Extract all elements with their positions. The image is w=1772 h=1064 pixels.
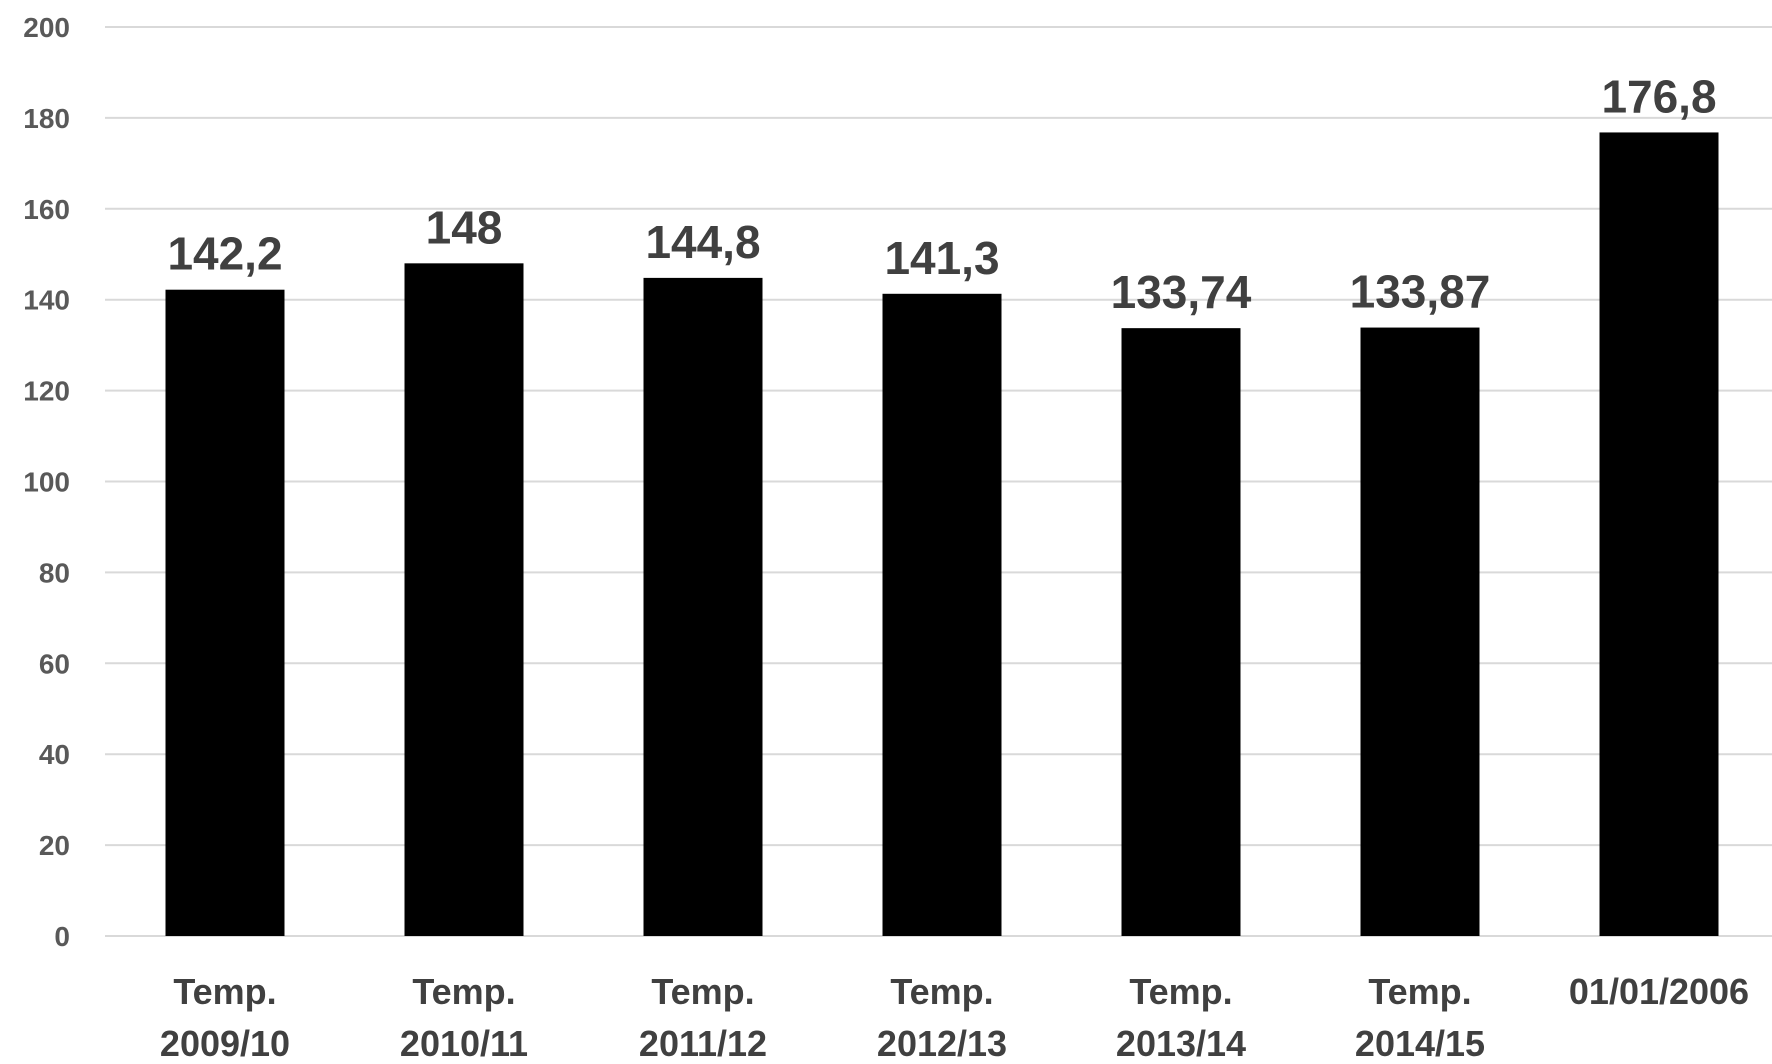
bar: [882, 293, 1002, 936]
bar: [1599, 132, 1719, 937]
y-tick-label: 180: [23, 103, 70, 134]
y-tick-label: 40: [39, 739, 70, 770]
y-tick-label: 20: [39, 830, 70, 861]
bar-data-label: 176,8: [1601, 70, 1716, 122]
x-category-label-line: Temp.: [890, 971, 993, 1012]
data-labels: 142,2 148 144,8 141,3 133,74 133,87 176,8: [167, 70, 1716, 318]
y-tick-label: 0: [54, 921, 70, 952]
x-category-label-line: 2011/12: [639, 1023, 767, 1064]
bar-data-label: 142,2: [167, 228, 282, 280]
x-category-label: Temp. 2011/12: [639, 971, 767, 1064]
bar-data-label: 141,3: [884, 232, 999, 284]
bar-data-label: 148: [426, 201, 503, 253]
bar: [404, 263, 524, 937]
y-tick-label: 60: [39, 648, 70, 679]
x-category-label: Temp. 2013/14: [1116, 971, 1246, 1064]
bar: [1121, 328, 1241, 936]
x-category-label-line: Temp.: [1368, 971, 1471, 1012]
x-category-label: 01/01/2006: [1569, 971, 1749, 1012]
x-category-label-line: Temp.: [651, 971, 754, 1012]
y-tick-label: 100: [23, 467, 70, 498]
bar-data-label: 144,8: [645, 216, 760, 268]
x-category-label: Temp. 2009/10: [160, 971, 290, 1064]
y-tick-label: 160: [23, 194, 70, 225]
x-category-label-line: 2009/10: [160, 1023, 290, 1064]
bar: [1360, 327, 1480, 936]
x-category-label-line: Temp.: [412, 971, 515, 1012]
bars: [165, 132, 1719, 937]
x-category-label-line: 2013/14: [1116, 1023, 1246, 1064]
x-category-label-line: 2010/11: [400, 1023, 528, 1064]
y-axis-tick-labels: 0 20 40 60 80 100 120 140 160 180 200: [23, 12, 70, 952]
x-category-label-line: Temp.: [1129, 971, 1232, 1012]
bar: [165, 289, 285, 936]
y-tick-label: 200: [23, 12, 70, 43]
x-category-label: Temp. 2010/11: [400, 971, 528, 1064]
x-category-label-line: Temp.: [173, 971, 276, 1012]
x-category-label-line: 2014/15: [1355, 1023, 1485, 1064]
bar-data-label: 133,87: [1350, 266, 1491, 318]
bar: [643, 277, 763, 936]
x-category-label: Temp. 2012/13: [877, 971, 1007, 1064]
x-category-label: Temp. 2014/15: [1355, 971, 1485, 1064]
y-tick-label: 120: [23, 376, 70, 407]
x-category-label-line: 01/01/2006: [1569, 971, 1749, 1012]
y-tick-label: 80: [39, 557, 70, 588]
y-tick-label: 140: [23, 285, 70, 316]
x-category-label-line: 2012/13: [877, 1023, 1007, 1064]
bar-data-label: 133,74: [1111, 266, 1252, 318]
